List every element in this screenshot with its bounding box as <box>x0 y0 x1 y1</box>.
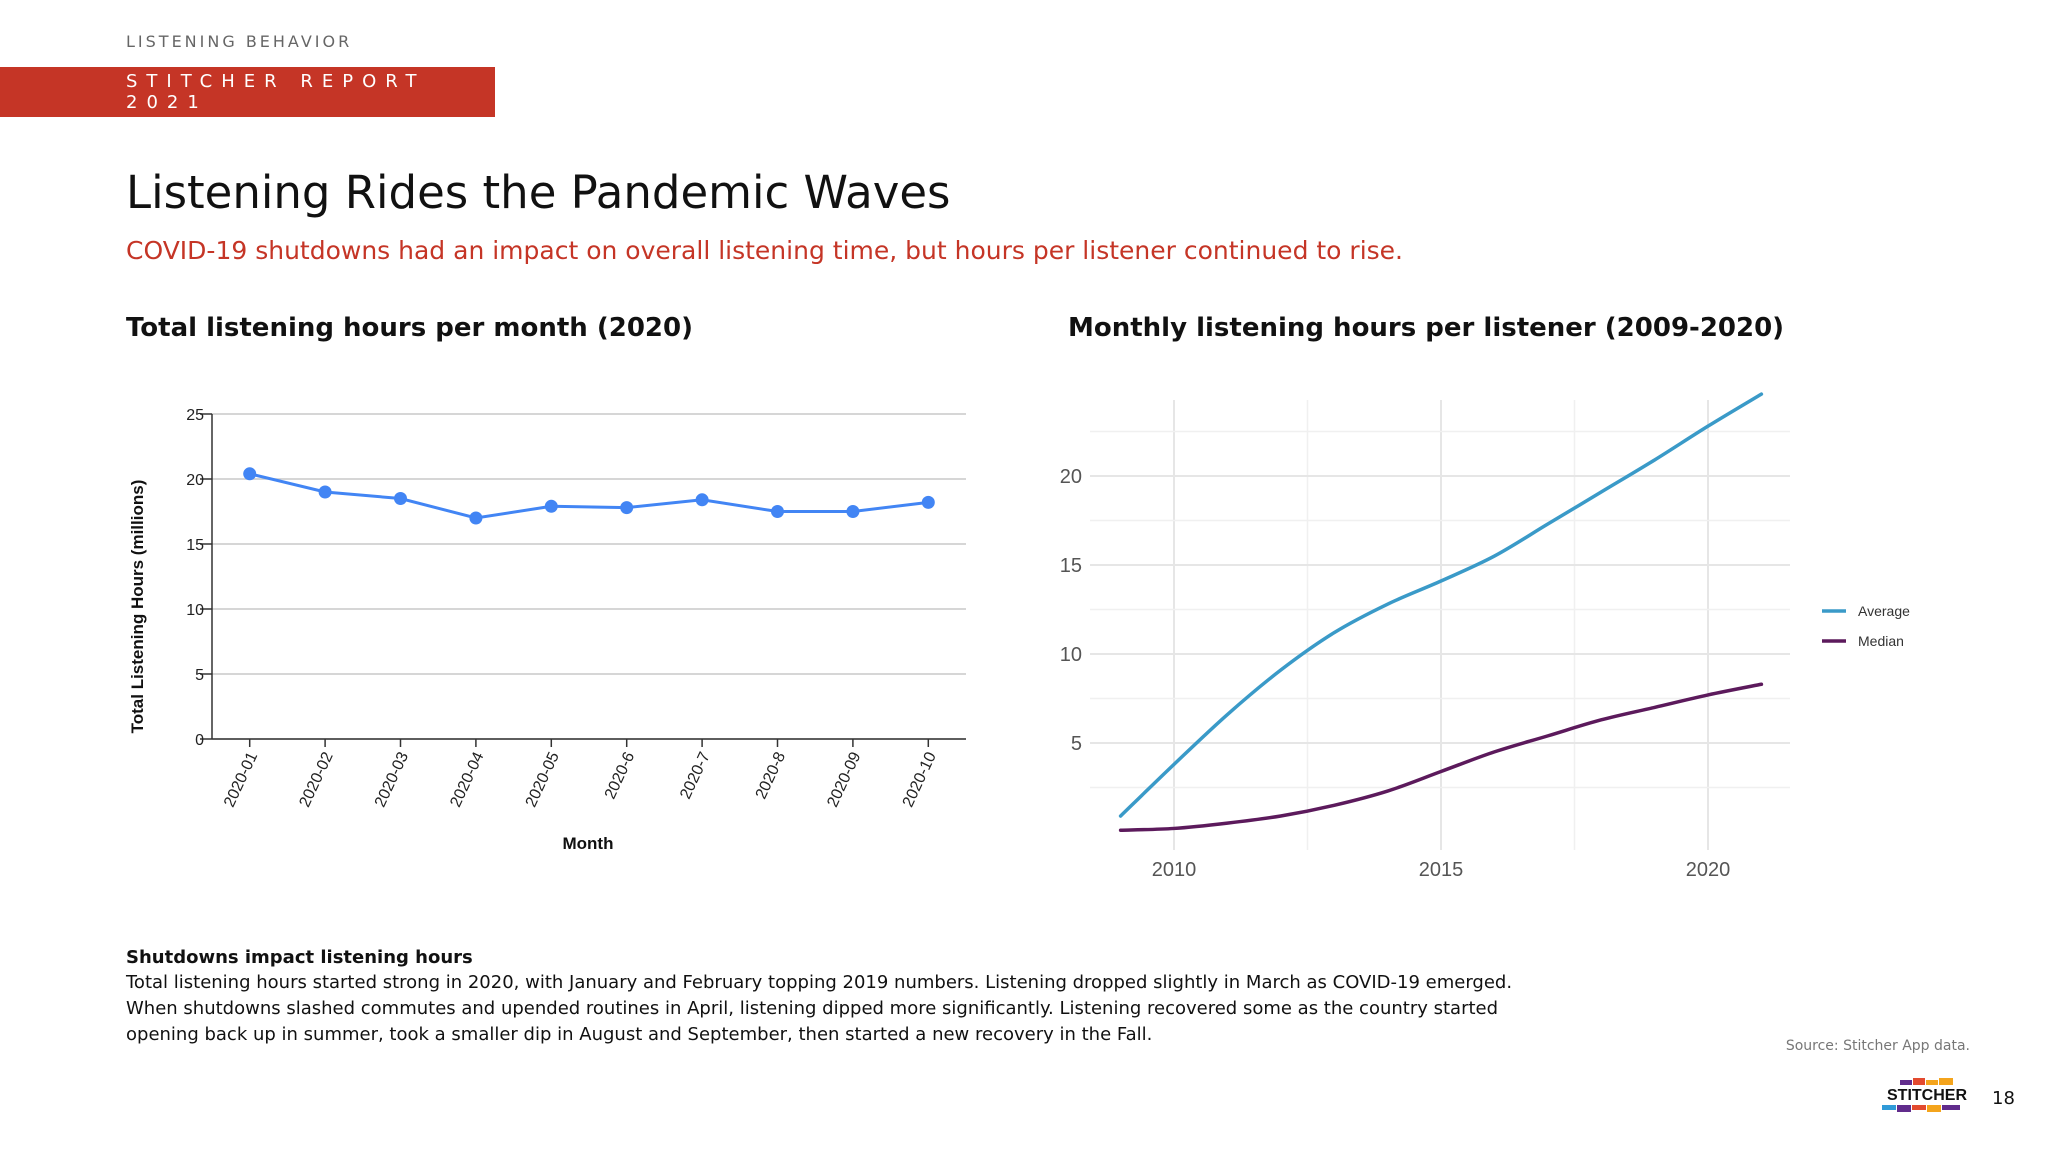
data-point <box>318 485 332 499</box>
section-label: LISTENING BEHAVIOR <box>126 32 353 51</box>
y-tick-label: 20 <box>186 472 204 489</box>
y-tick-label: 0 <box>195 732 204 749</box>
legend-label-average: Average <box>1858 603 1910 619</box>
body-heading: Shutdowns impact listening hours <box>126 947 473 968</box>
data-point <box>695 493 709 507</box>
report-label: STITCHER REPORT 2021 <box>126 71 426 113</box>
page-title: Listening Rides the Pandemic Waves <box>126 166 951 219</box>
series-line-median <box>1118 682 1764 832</box>
x-tick-label: 2010 <box>1152 859 1197 881</box>
report-banner: STITCHER REPORT 2021 <box>0 67 495 117</box>
y-tick-label: 15 <box>186 537 204 554</box>
legend-label-median: Median <box>1858 633 1904 649</box>
y-tick-label: 20 <box>1060 466 1082 488</box>
data-point <box>243 467 257 481</box>
y-tick-label: 10 <box>1060 644 1082 666</box>
data-point <box>771 505 784 518</box>
y-tick-label: 5 <box>195 667 204 684</box>
x-axis-label: Month <box>563 834 614 853</box>
y-axis-label: Total Listening Hours (millions) <box>128 480 147 734</box>
right-chart-title: Monthly listening hours per listener (20… <box>1068 313 1785 343</box>
x-tick-label: 2020 <box>1686 859 1731 881</box>
source-note: Source: Stitcher App data. <box>1785 1038 1970 1054</box>
page-subtitle: COVID-19 shutdowns had an impact on over… <box>126 236 1404 265</box>
series-line <box>249 472 929 520</box>
body-text: Total listening hours started strong in … <box>126 972 1513 1045</box>
y-tick-label: 15 <box>1060 555 1082 577</box>
page-number: 18 <box>1992 1088 2015 1109</box>
data-point <box>846 505 860 518</box>
series-line-average <box>1118 392 1764 818</box>
stitcher-logo: STITCHER <box>1882 1078 1967 1112</box>
y-tick-label: 5 <box>1071 733 1082 755</box>
data-point <box>620 501 634 515</box>
x-tick-label: 2015 <box>1419 859 1464 881</box>
logo-wordmark: STITCHER <box>1887 1087 1967 1104</box>
data-point <box>544 499 558 513</box>
y-tick-label: 10 <box>186 602 204 619</box>
data-point <box>921 495 935 509</box>
data-point <box>469 511 483 525</box>
data-point <box>394 492 407 505</box>
y-tick-label: 25 <box>186 407 204 424</box>
left-chart-title: Total listening hours per month (2020) <box>126 313 693 343</box>
hours-per-listener-chart: 2010 2015 2020 5 10 15 20 Average Median <box>1060 392 1910 881</box>
